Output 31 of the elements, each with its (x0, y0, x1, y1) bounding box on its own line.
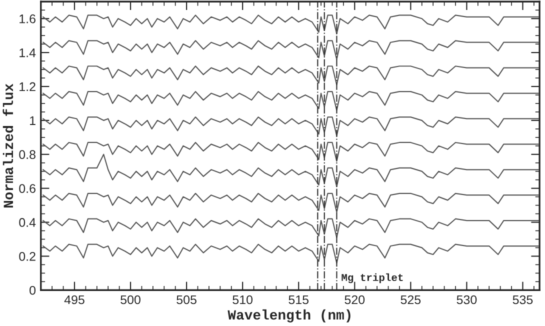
line-series (42, 142, 539, 162)
line-series (42, 40, 539, 60)
y-tick-label: 0.6 (19, 184, 36, 193)
y-tick-label: 1 (30, 116, 36, 125)
y-axis-title: Normalized flux (2, 84, 14, 208)
y-tick-label: 0 (30, 286, 36, 295)
annotation: Mg triplet (342, 273, 403, 284)
x-axis-title: Wavelength (nm) (228, 309, 350, 322)
x-tick-label: 515 (288, 295, 309, 304)
line-series (42, 14, 539, 34)
x-tick-label: 500 (120, 295, 140, 304)
line-series (42, 192, 539, 213)
x-tick-label: 510 (232, 295, 253, 304)
y-tick-label: 0.8 (19, 150, 36, 160)
y-tick-label: 0.4 (19, 218, 36, 227)
x-tick-label: 525 (400, 295, 421, 304)
x-tick-label: 520 (344, 295, 365, 304)
y-tick-label: 0.2 (19, 252, 36, 261)
x-tick-label: 530 (456, 295, 477, 304)
line-series (42, 218, 539, 238)
y-tick-label: 1.4 (20, 48, 36, 58)
line-series (42, 244, 539, 264)
x-tick-label: 495 (64, 295, 84, 304)
x-tick-label: 505 (176, 295, 196, 304)
y-tick-label: 1.2 (20, 82, 36, 92)
line-series (42, 154, 539, 188)
line-series (42, 66, 539, 86)
x-tick-label: 535 (512, 295, 533, 304)
y-tick-label: 1.6 (20, 14, 36, 24)
line-series (42, 116, 539, 136)
line-series (42, 91, 539, 111)
